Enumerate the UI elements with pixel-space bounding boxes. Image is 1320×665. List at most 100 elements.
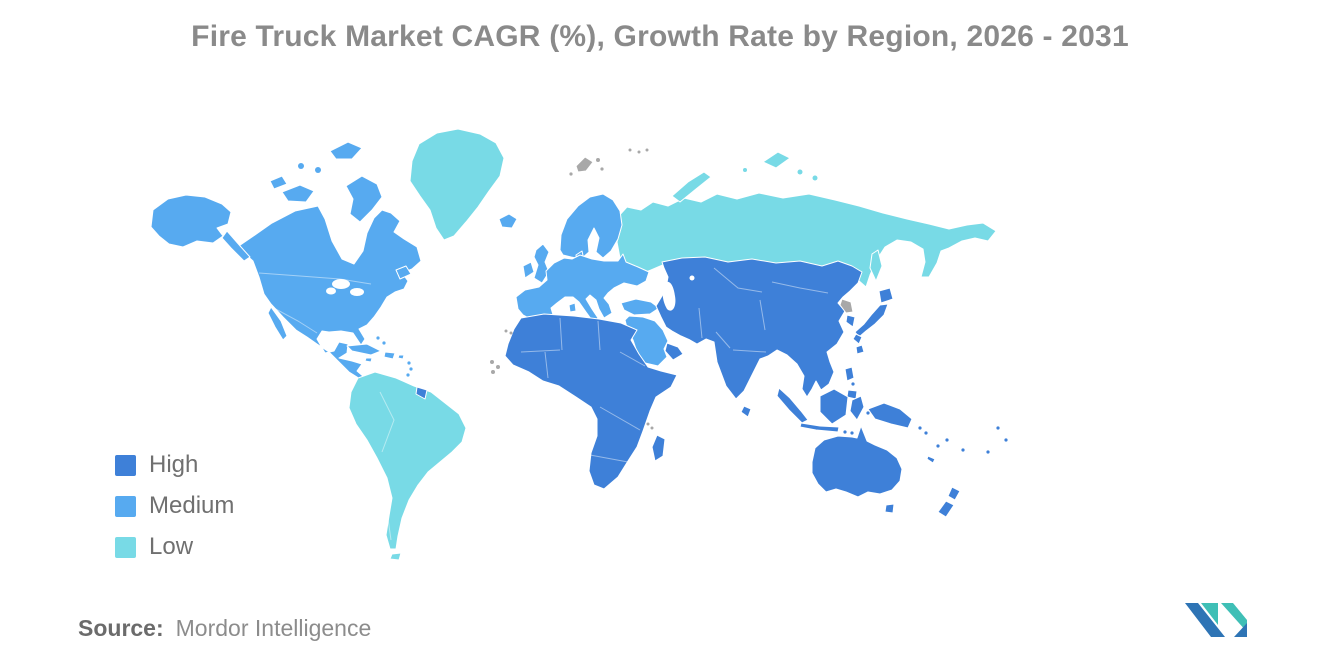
region-borneo	[819, 388, 849, 425]
region-ireland	[522, 261, 535, 279]
region-new-zealand-south	[937, 500, 955, 518]
aral-sea	[689, 275, 695, 281]
region-north-america-mainland	[232, 205, 422, 387]
source-line: Source: Mordor Intelligence	[78, 615, 371, 642]
region-tasmania	[884, 503, 895, 514]
great-lakes-west	[332, 279, 350, 289]
region-north-korea	[839, 298, 854, 314]
region-pacific-dot	[918, 426, 922, 430]
region-sunda-dot	[843, 430, 847, 434]
mordor-intelligence-logo	[1185, 603, 1247, 637]
region-madagascar	[651, 434, 666, 462]
region-new-caledonia	[926, 455, 936, 464]
region-french-guiana	[415, 386, 428, 400]
region-arctic-island-dot	[298, 163, 304, 169]
region-sunda-dot	[850, 431, 854, 435]
region-arctic-island-dot	[315, 167, 321, 173]
region-franz-josef-dot	[637, 150, 641, 154]
region-victoria-island	[281, 184, 315, 203]
legend-item-high: High	[115, 453, 234, 477]
region-south-america	[348, 371, 467, 561]
region-alaska	[150, 194, 232, 248]
region-sakhalin	[869, 249, 883, 282]
region-banks-island	[269, 175, 288, 190]
water-bodies	[326, 275, 695, 311]
region-southeast-asia-islands	[776, 366, 913, 436]
region-japan-hokkaido	[878, 287, 894, 304]
region-asia	[655, 256, 865, 418]
region-canary-dot	[504, 329, 508, 333]
legend-item-low: Low	[115, 535, 234, 559]
region-bahamas-dot	[376, 336, 380, 340]
logo-teal-wedge	[1201, 603, 1218, 625]
region-novaya-zemlya	[671, 171, 712, 203]
region-canary-dot	[509, 331, 513, 335]
region-south-korea	[845, 314, 856, 328]
country-borders	[258, 267, 829, 541]
region-europe-mainland	[515, 253, 650, 325]
region-cape-verde-dot	[496, 365, 500, 369]
region-sulawesi	[849, 395, 865, 421]
region-japan-kyushu	[852, 333, 863, 345]
region-russia	[615, 151, 997, 288]
page-title: Fire Truck Market CAGR (%), Growth Rate …	[191, 20, 1129, 53]
region-united-kingdom	[533, 243, 550, 284]
legend-swatch-medium	[115, 495, 136, 517]
legend-swatch-high	[115, 454, 136, 476]
region-new-guinea	[867, 402, 913, 429]
region-sardinia	[568, 302, 577, 313]
region-baffin-island	[345, 175, 383, 223]
region-scandinavia	[559, 193, 623, 260]
region-puerto-rico	[397, 354, 405, 360]
region-europe	[498, 193, 660, 331]
legend-label-high: High	[149, 451, 199, 478]
region-franz-josef-dot	[628, 148, 632, 152]
region-svalbard-dot	[569, 172, 573, 176]
region-oman-uae	[664, 342, 684, 361]
region-baja-california	[267, 306, 288, 341]
region-arctic-island-dot	[812, 175, 818, 181]
region-ellesmere-island	[329, 141, 363, 160]
region-pacific-dot	[936, 444, 940, 448]
legend-label-low: Low	[149, 533, 194, 560]
region-new-zealand-north	[947, 486, 961, 501]
region-pacific-dot	[961, 448, 965, 452]
great-lakes-east	[350, 288, 364, 296]
region-asia-mainland	[655, 256, 863, 400]
region-japan-honshu	[854, 303, 889, 338]
region-sri-lanka	[740, 405, 752, 418]
source-label: Source:	[78, 615, 164, 641]
region-severnaya-zemlya	[762, 151, 791, 169]
region-mindanao	[846, 389, 858, 400]
legend: High Medium Low	[115, 453, 234, 559]
region-pacific-dot	[986, 450, 990, 454]
logo-teal-stroke	[1221, 603, 1247, 632]
region-comoros-dot	[650, 426, 654, 430]
legend-swatch-low	[115, 536, 136, 558]
black-sea	[620, 286, 649, 299]
region-oceania	[811, 425, 1008, 518]
region-philippines-dot	[851, 382, 855, 386]
legend-item-medium: Medium	[115, 494, 234, 518]
region-alaska-panhandle	[221, 230, 251, 262]
region-pacific-dot	[996, 426, 1000, 430]
region-franz-josef-dot	[645, 148, 649, 152]
region-java	[799, 422, 840, 433]
region-maluku-dot	[866, 411, 870, 415]
region-north-america	[150, 141, 422, 387]
region-no-data	[490, 148, 854, 430]
caspian-sea	[662, 281, 676, 311]
logo-blue-stroke	[1185, 603, 1225, 637]
region-turkey	[620, 298, 660, 316]
region-cape-verde-dot	[490, 360, 494, 364]
region-taiwan	[855, 344, 865, 355]
region-pacific-dot	[924, 431, 928, 435]
source-value: Mordor Intelligence	[175, 615, 372, 641]
region-iceland	[498, 213, 518, 229]
legend-label-medium: Medium	[149, 492, 235, 519]
region-antilles-dot	[409, 367, 413, 371]
region-antilles-dot	[406, 373, 410, 377]
region-africa	[504, 313, 678, 490]
